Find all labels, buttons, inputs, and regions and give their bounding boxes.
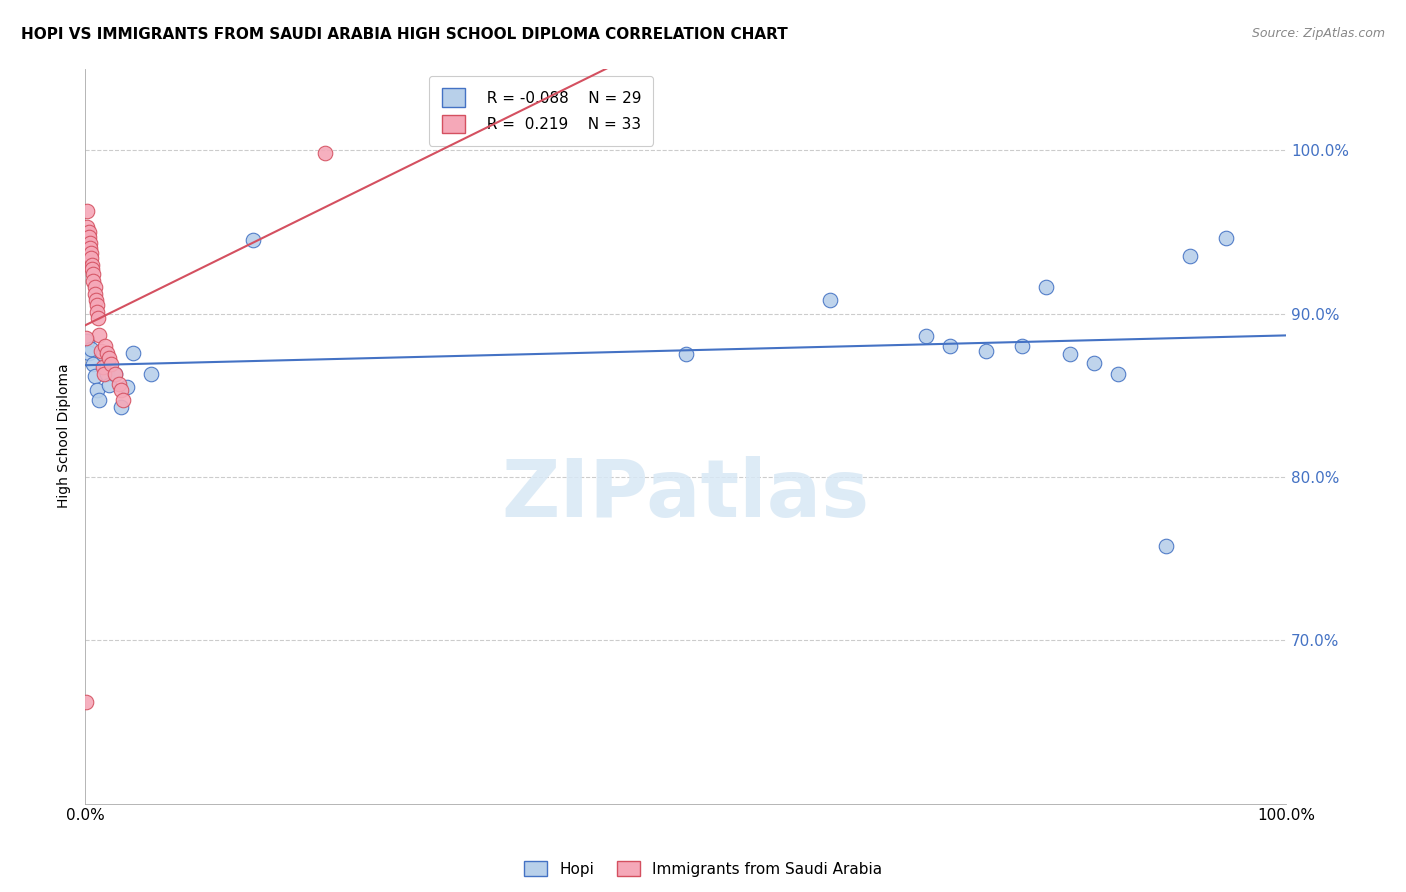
Text: ZIPatlas: ZIPatlas: [502, 456, 870, 534]
Point: [675, 347, 697, 361]
Point: [76, 203, 98, 218]
Point: [242, 233, 264, 247]
Point: [91, 360, 114, 375]
Point: [1035, 280, 1057, 294]
Point: [94, 339, 117, 353]
Point: [1178, 249, 1201, 263]
Point: [93, 367, 115, 381]
Point: [83, 368, 105, 383]
Point: [104, 367, 127, 381]
Point: [100, 357, 122, 371]
Point: [77, 345, 100, 359]
Point: [80, 246, 103, 260]
Point: [77, 229, 100, 244]
Point: [86, 384, 108, 398]
Point: [1059, 347, 1081, 361]
Point: [98, 378, 121, 392]
Text: Source: ZipAtlas.com: Source: ZipAtlas.com: [1251, 27, 1385, 40]
Point: [83, 280, 105, 294]
Point: [77, 225, 100, 239]
Point: [89, 393, 111, 408]
Point: [90, 344, 112, 359]
Point: [110, 400, 132, 414]
Point: [82, 262, 104, 277]
Text: HOPI VS IMMIGRANTS FROM SAUDI ARABIA HIGH SCHOOL DIPLOMA CORRELATION CHART: HOPI VS IMMIGRANTS FROM SAUDI ARABIA HIG…: [21, 27, 787, 42]
Point: [76, 334, 98, 349]
Point: [82, 274, 104, 288]
Legend:   R = -0.088    N = 29,   R =  0.219    N = 33: R = -0.088 N = 29, R = 0.219 N = 33: [429, 76, 654, 145]
Point: [86, 298, 108, 312]
Point: [87, 311, 110, 326]
Point: [122, 345, 145, 359]
Point: [80, 251, 103, 265]
Point: [82, 258, 104, 272]
Point: [98, 351, 121, 365]
Point: [110, 384, 132, 398]
Point: [107, 376, 129, 391]
Point: [84, 293, 107, 308]
Y-axis label: High School Diploma: High School Diploma: [58, 364, 72, 508]
Point: [76, 219, 98, 234]
Point: [1083, 355, 1105, 369]
Point: [86, 305, 108, 319]
Point: [818, 293, 841, 308]
Point: [1215, 231, 1237, 245]
Point: [974, 344, 997, 359]
Point: [75, 331, 97, 345]
Point: [83, 287, 105, 301]
Point: [91, 347, 114, 361]
Point: [104, 367, 127, 381]
Point: [1011, 339, 1033, 353]
Point: [79, 236, 101, 251]
Point: [139, 367, 162, 381]
Point: [914, 329, 936, 343]
Point: [75, 695, 97, 709]
Point: [96, 367, 118, 381]
Legend: Hopi, Immigrants from Saudi Arabia: Hopi, Immigrants from Saudi Arabia: [516, 853, 890, 884]
Point: [82, 357, 104, 371]
Point: [1107, 367, 1129, 381]
Point: [82, 268, 104, 282]
Point: [89, 327, 111, 342]
Point: [314, 146, 336, 161]
Point: [1154, 539, 1177, 553]
Point: [115, 380, 138, 394]
Point: [938, 339, 960, 353]
Point: [112, 393, 135, 408]
Point: [96, 345, 118, 359]
Point: [79, 241, 101, 255]
Point: [80, 343, 103, 357]
